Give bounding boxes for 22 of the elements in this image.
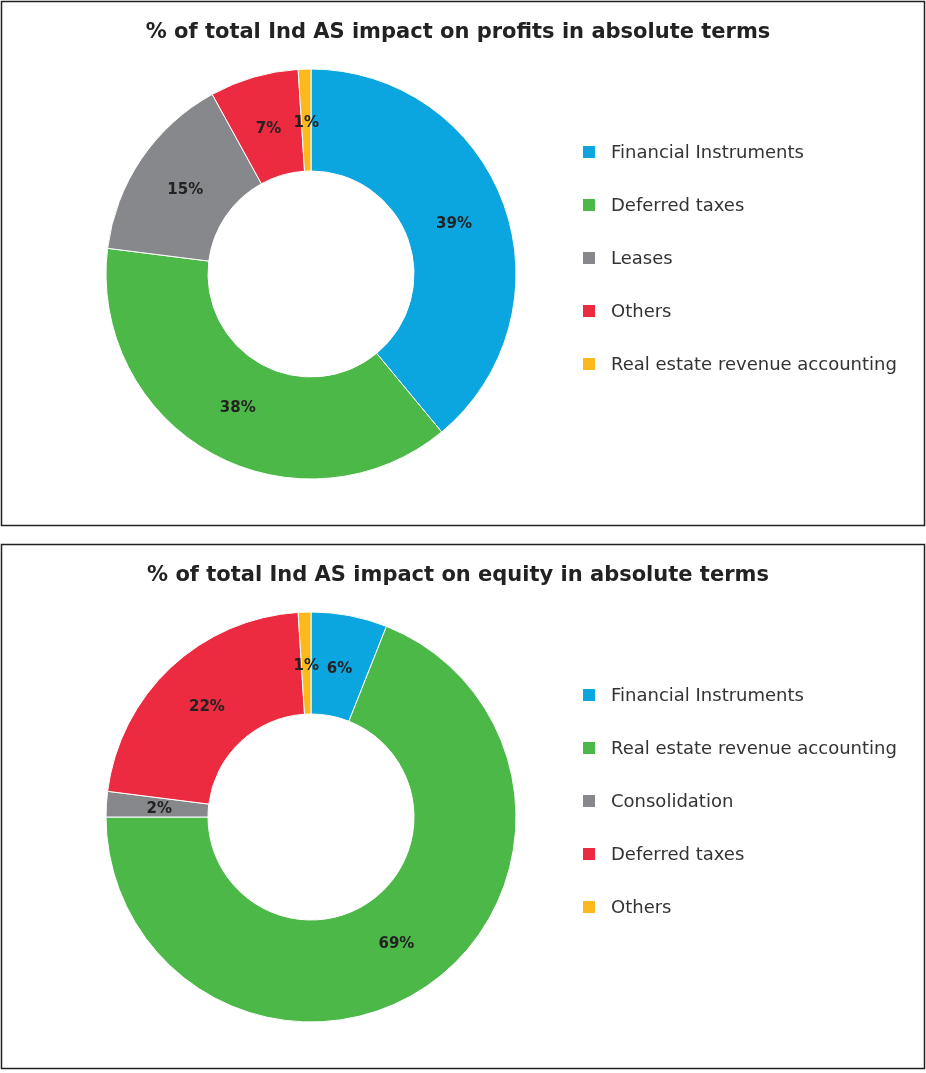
chart-title: % of total Ind AS impact on profits in absolute terms xyxy=(145,19,771,43)
data-label: 22% xyxy=(189,697,225,716)
legend-label: Others xyxy=(611,896,672,918)
legend-label: Financial Instruments xyxy=(611,141,804,163)
legend-label: Others xyxy=(611,300,672,322)
data-label: 1% xyxy=(293,656,319,675)
chart-title: % of total Ind AS impact on equity in absolute terms xyxy=(147,562,769,586)
data-label: 7% xyxy=(255,119,282,138)
data-label: 39% xyxy=(436,213,472,232)
data-label: 1% xyxy=(293,113,319,132)
legend-label: Real estate revenue accounting xyxy=(611,737,897,759)
legend-label: Leases xyxy=(611,247,673,269)
legend-label: Deferred taxes xyxy=(611,843,745,865)
data-label: 69% xyxy=(378,933,415,952)
legend-label: Real estate revenue accounting xyxy=(611,353,897,375)
legend-label: Deferred taxes xyxy=(611,194,745,216)
data-label: 2% xyxy=(146,798,173,817)
data-label: 38% xyxy=(219,398,256,417)
data-label: 15% xyxy=(167,179,204,198)
data-label: 6% xyxy=(326,658,353,677)
legend-label: Consolidation xyxy=(611,790,734,812)
legend-label: Financial Instruments xyxy=(611,684,804,706)
